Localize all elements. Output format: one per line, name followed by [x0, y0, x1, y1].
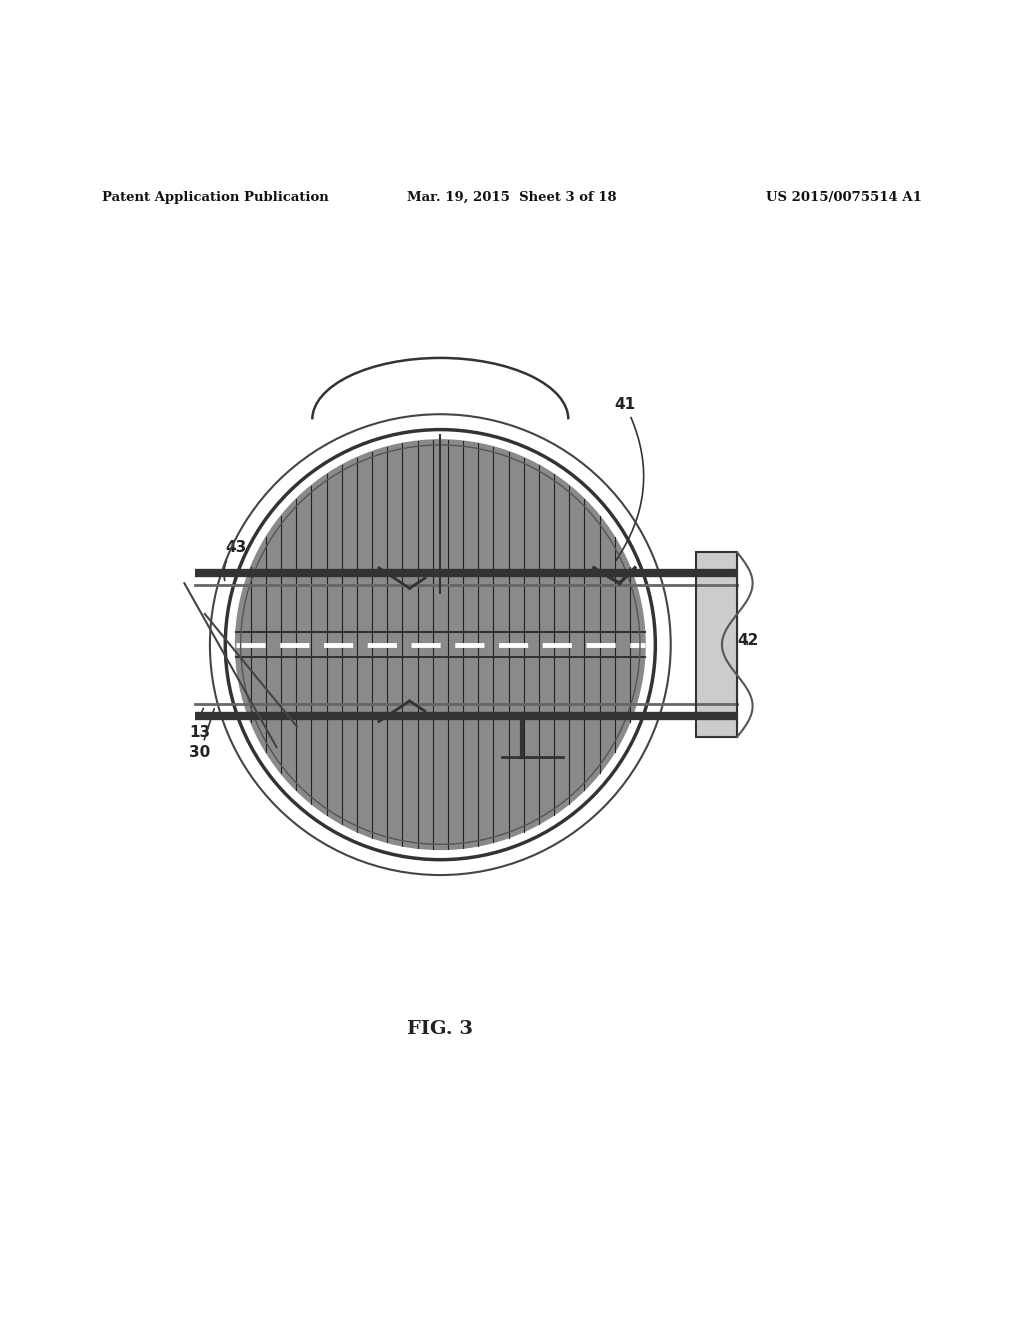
- Bar: [696, 553, 737, 737]
- Text: 41: 41: [614, 397, 644, 561]
- Text: 42: 42: [737, 632, 759, 648]
- Text: FIG. 3: FIG. 3: [408, 1019, 473, 1038]
- Circle shape: [236, 440, 645, 850]
- Text: Patent Application Publication: Patent Application Publication: [102, 191, 329, 205]
- Bar: [696, 553, 737, 737]
- Text: 30: 30: [189, 709, 214, 760]
- Text: 13: 13: [189, 709, 211, 739]
- Text: US 2015/0075514 A1: US 2015/0075514 A1: [766, 191, 922, 205]
- Text: Mar. 19, 2015  Sheet 3 of 18: Mar. 19, 2015 Sheet 3 of 18: [408, 191, 616, 205]
- Text: 43: 43: [224, 540, 247, 581]
